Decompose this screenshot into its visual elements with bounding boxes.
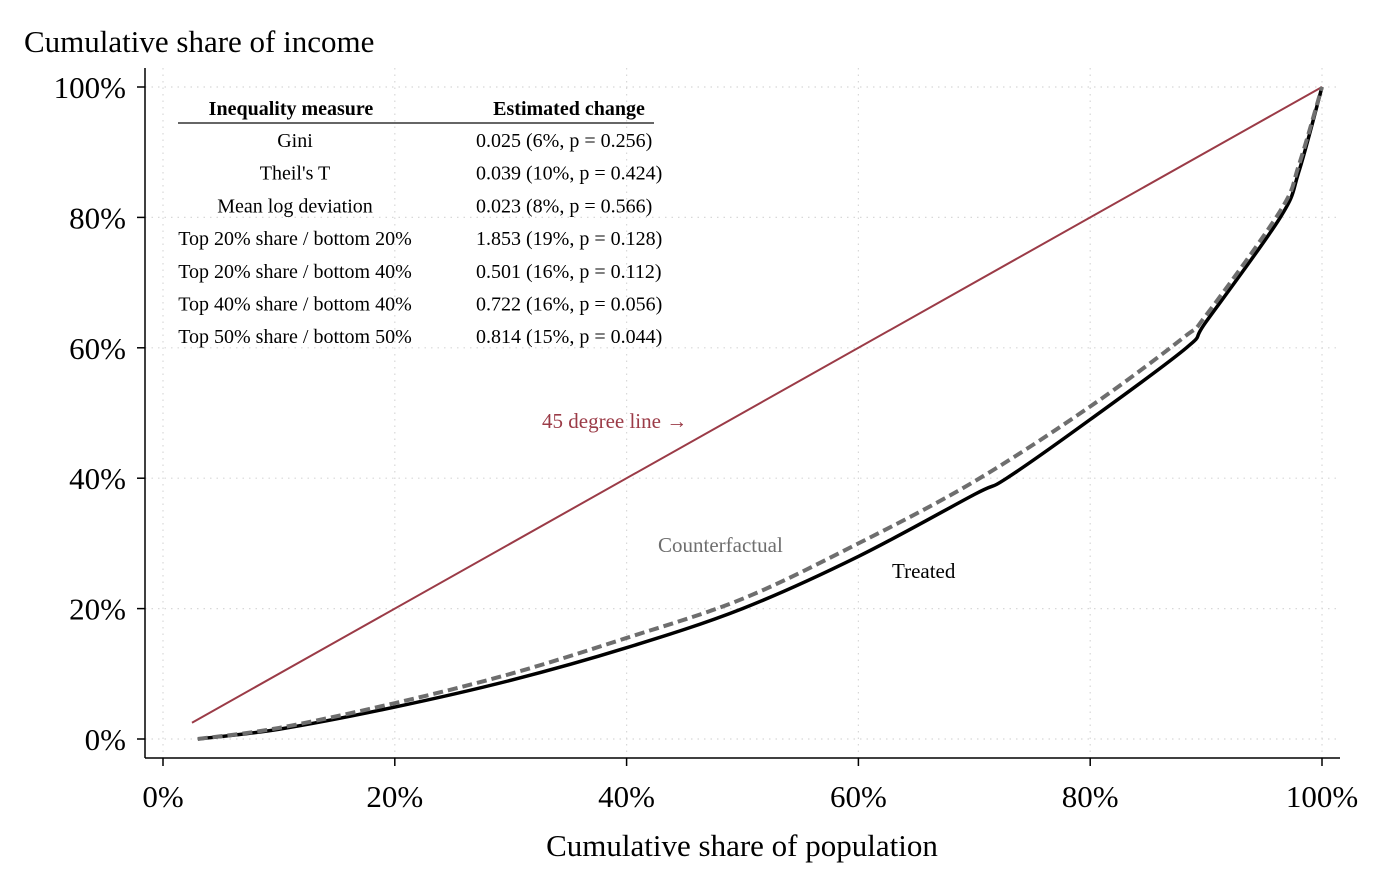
- series: [191, 86, 1324, 741]
- x-tick-label: 40%: [598, 779, 655, 814]
- axes: 0% 0% 20% 20% 40% 40% 60% 60% 80% 80% 100% 100%: [54, 68, 1358, 814]
- y-tick-label: 40%: [69, 461, 126, 496]
- y-tick-label: 20%: [69, 592, 126, 627]
- x-tick-label: 20%: [366, 779, 423, 814]
- y-tick-label: 80%: [69, 200, 126, 235]
- table-header: Estimated change: [493, 98, 645, 120]
- table-cell-measure: Top 20% share / bottom 40%: [178, 261, 412, 283]
- y-tick-label: 100%: [54, 70, 126, 105]
- label-45-degree-line: 45 degree line →: [542, 409, 687, 433]
- table-cell-measure: Mean log deviation: [217, 195, 373, 217]
- inequality-table: Inequality measure Estimated change Gini 0.…: [178, 98, 662, 348]
- series-counterfactual: [197, 86, 1324, 741]
- table-cell-measure: Top 20% share / bottom 20%: [178, 228, 412, 250]
- x-axis-title: Cumulative share of population: [546, 828, 938, 863]
- x-tick-label: 100%: [1286, 779, 1358, 814]
- table-header: Inequality measure: [209, 98, 374, 120]
- table-cell-change: 0.501 (16%, p = 0.112): [476, 261, 662, 283]
- table-cell-measure: Top 40% share / bottom 40%: [178, 294, 412, 316]
- x-tick-label: 0%: [142, 779, 183, 814]
- y-tick-label: 0%: [85, 722, 126, 757]
- grid: [145, 68, 1340, 758]
- table-cell-change: 0.039 (10%, p = 0.424): [476, 163, 662, 185]
- label-counterfactual: Counterfactual: [658, 533, 783, 557]
- table-cell-change: 0.722 (16%, p = 0.056): [476, 294, 662, 316]
- table-cell-change: 1.853 (19%, p = 0.128): [476, 228, 662, 250]
- x-tick-label: 60%: [830, 779, 887, 814]
- table-cell-measure: Top 50% share / bottom 50%: [178, 326, 412, 348]
- y-tick-label: 60%: [69, 331, 126, 366]
- table-cell-change: 0.025 (6%, p = 0.256): [476, 130, 652, 152]
- table-cell-measure: Theil's T: [260, 163, 330, 185]
- label-treated: Treated: [892, 559, 956, 583]
- series-45-degree-line: [191, 86, 1323, 724]
- table-cell-measure: Gini: [277, 130, 313, 152]
- series-treated: [197, 86, 1324, 741]
- table-cell-change: 0.814 (15%, p = 0.044): [476, 326, 662, 348]
- table-cell-change: 0.023 (8%, p = 0.566): [476, 195, 652, 217]
- y-axis-title: Cumulative share of income: [24, 24, 374, 59]
- x-tick-label: 80%: [1062, 779, 1119, 814]
